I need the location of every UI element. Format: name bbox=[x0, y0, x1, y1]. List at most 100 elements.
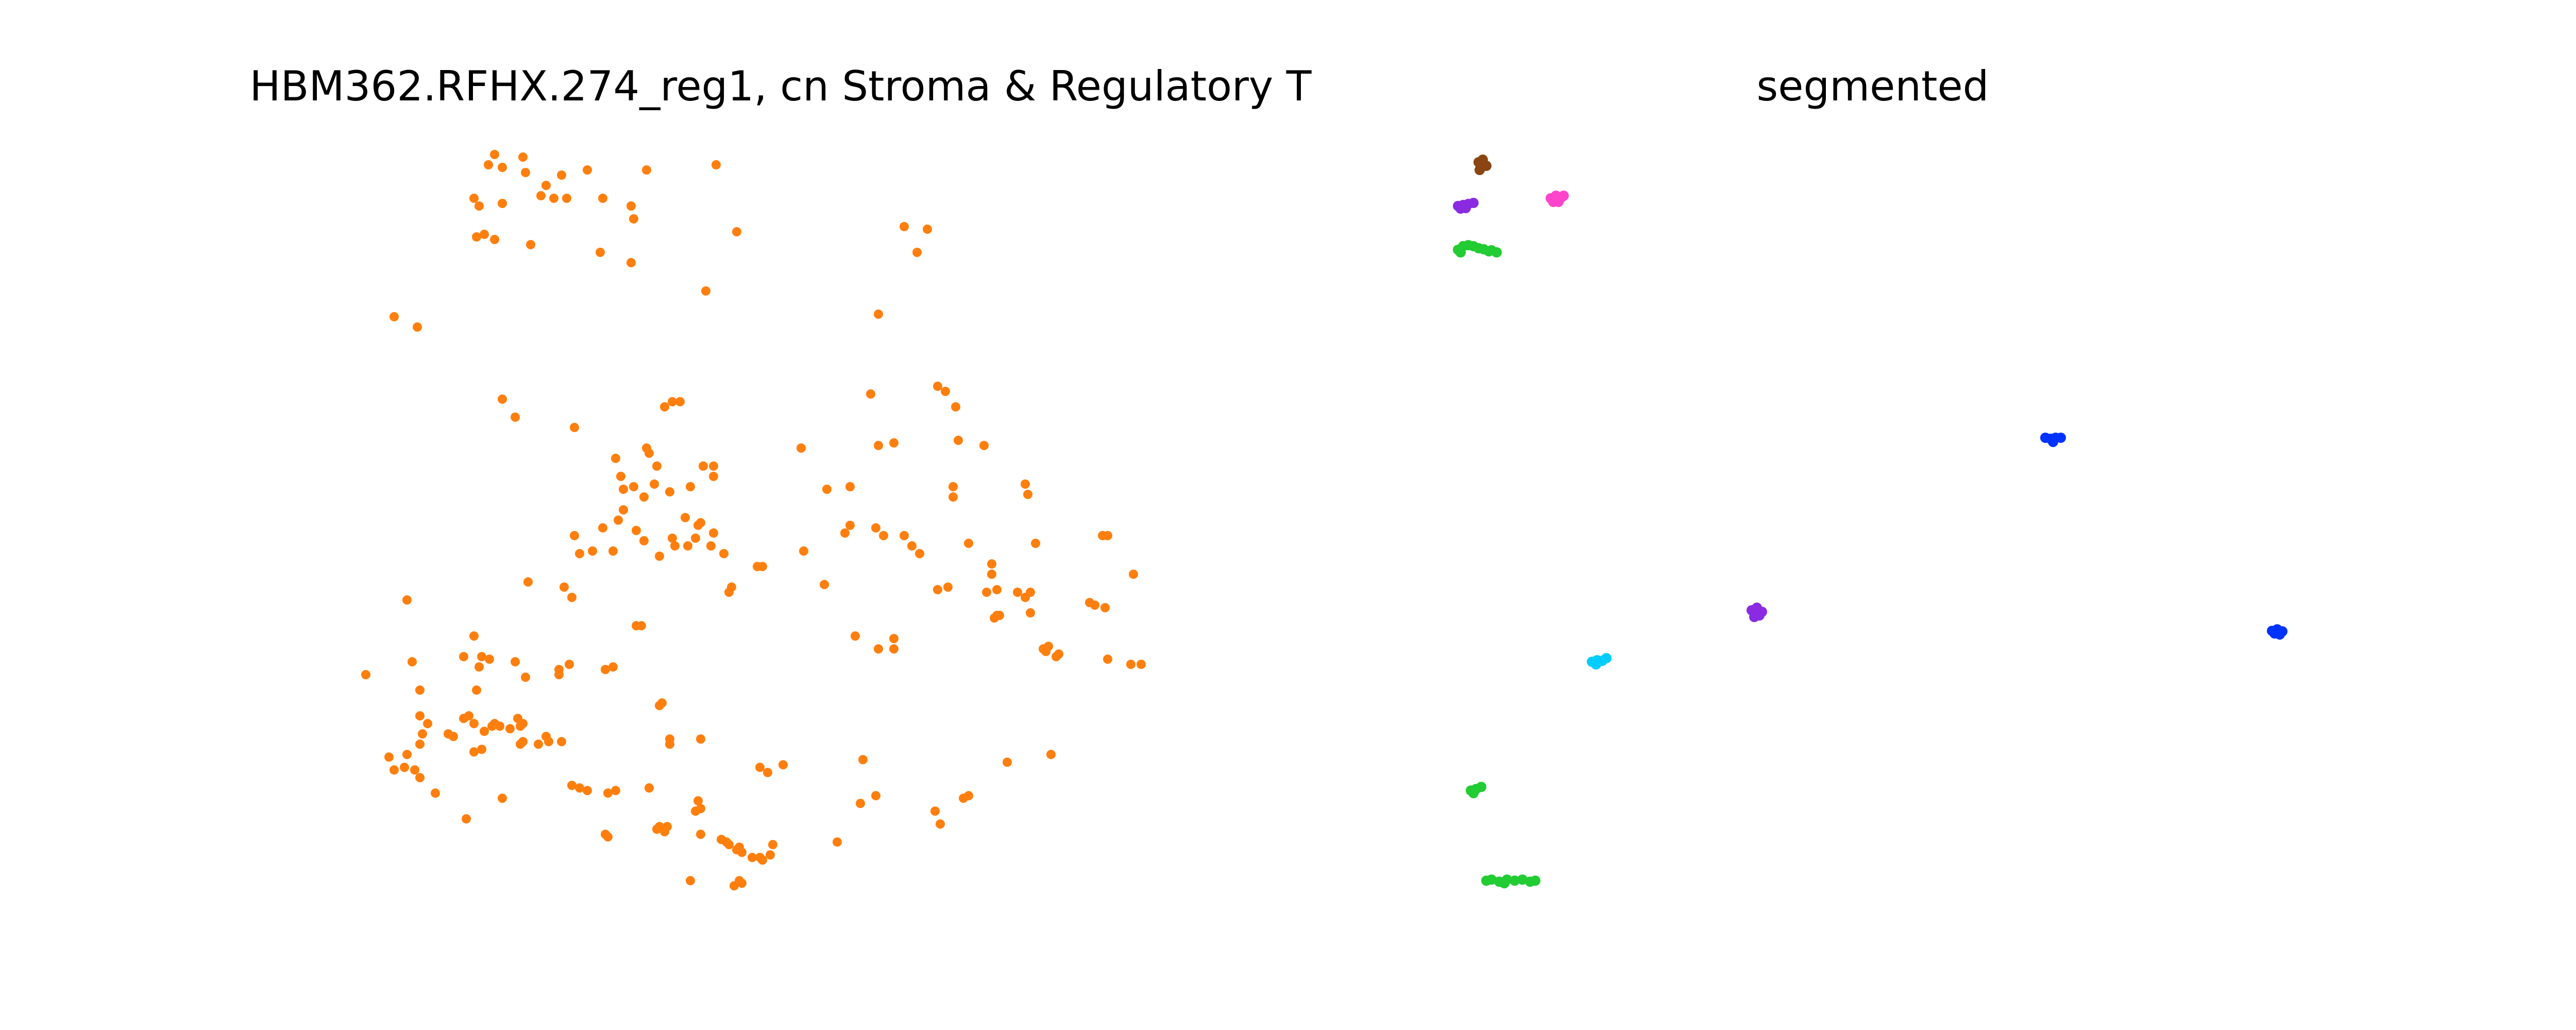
orange-cell-point bbox=[588, 546, 597, 556]
orange-cell-point bbox=[596, 248, 605, 257]
segment-6-point bbox=[1753, 608, 1763, 618]
orange-cell-point bbox=[472, 232, 481, 242]
orange-cell-point bbox=[469, 747, 479, 757]
segment-10-point bbox=[1499, 878, 1510, 888]
orange-cell-point bbox=[735, 843, 744, 852]
orange-cell-point bbox=[755, 763, 765, 772]
orange-cell-point bbox=[498, 794, 507, 803]
orange-cell-point bbox=[696, 734, 705, 744]
orange-cell-point bbox=[410, 765, 419, 775]
orange-cell-point bbox=[619, 485, 628, 494]
orange-cell-point bbox=[544, 737, 553, 746]
orange-cell-point bbox=[536, 191, 546, 200]
orange-cell-point bbox=[583, 165, 592, 175]
orange-cell-point bbox=[498, 199, 507, 208]
orange-cell-point bbox=[554, 670, 564, 679]
segment-10-point bbox=[1486, 874, 1497, 885]
orange-cell-point bbox=[982, 588, 991, 597]
orange-cell-point bbox=[598, 523, 607, 533]
orange-cell-point bbox=[521, 673, 530, 682]
orange-cell-point bbox=[748, 853, 757, 862]
orange-cell-point bbox=[727, 582, 736, 592]
segment-2-point bbox=[1558, 191, 1569, 201]
orange-cell-point bbox=[567, 781, 577, 790]
orange-cell-point bbox=[851, 631, 860, 641]
orange-cell-point bbox=[845, 482, 855, 491]
orange-cell-point bbox=[964, 539, 973, 548]
orange-cell-point bbox=[639, 536, 649, 545]
orange-cell-point bbox=[900, 531, 909, 540]
orange-cell-point bbox=[402, 750, 412, 759]
orange-cell-point bbox=[484, 160, 493, 169]
orange-cell-point bbox=[557, 170, 566, 180]
orange-cell-point bbox=[874, 310, 883, 319]
orange-cell-point bbox=[642, 165, 651, 175]
orange-cell-point bbox=[871, 791, 880, 800]
orange-cell-point bbox=[1046, 750, 1056, 759]
orange-cell-point bbox=[480, 230, 489, 239]
orange-cell-point bbox=[681, 513, 690, 522]
segment-3-point bbox=[1468, 198, 1479, 208]
orange-cell-point bbox=[900, 222, 909, 231]
orange-cell-point bbox=[668, 397, 677, 406]
orange-cell-point bbox=[951, 402, 960, 411]
orange-cell-point bbox=[1100, 603, 1110, 612]
orange-cell-point bbox=[820, 580, 829, 589]
orange-cell-point bbox=[614, 516, 623, 525]
orange-cell-point bbox=[758, 855, 767, 865]
orange-cell-point bbox=[822, 485, 832, 494]
segment-3-point bbox=[1455, 203, 1466, 214]
orange-cell-point bbox=[655, 552, 664, 561]
orange-cell-point bbox=[518, 737, 528, 746]
segment-7-point bbox=[2269, 628, 2280, 639]
orange-cell-point bbox=[724, 840, 734, 849]
orange-cell-point bbox=[845, 521, 855, 530]
orange-cell-point bbox=[936, 819, 945, 829]
orange-cell-point bbox=[637, 621, 646, 630]
segment-10-point bbox=[1510, 876, 1520, 886]
orange-cell-point bbox=[598, 194, 607, 203]
orange-cell-point bbox=[490, 719, 499, 728]
orange-cell-point bbox=[763, 768, 772, 777]
orange-cell-point bbox=[650, 479, 659, 489]
orange-cell-point bbox=[389, 765, 399, 775]
orange-cell-point bbox=[639, 492, 649, 502]
orange-cell-point bbox=[912, 248, 922, 257]
orange-cell-point bbox=[1126, 660, 1136, 669]
orange-cell-point bbox=[866, 389, 875, 399]
orange-cell-point bbox=[706, 541, 716, 551]
orange-cell-point bbox=[1137, 660, 1146, 669]
orange-cell-point bbox=[979, 441, 989, 450]
orange-cell-point bbox=[766, 850, 775, 860]
orange-cell-point bbox=[413, 322, 422, 332]
orange-cell-point bbox=[518, 719, 528, 728]
orange-cell-point bbox=[730, 881, 739, 890]
orange-cell-point bbox=[570, 531, 579, 540]
orange-cell-point bbox=[915, 549, 924, 558]
orange-cell-point bbox=[645, 449, 654, 458]
orange-cell-point bbox=[498, 163, 507, 172]
orange-cell-point bbox=[652, 825, 662, 834]
orange-cell-point bbox=[557, 737, 566, 746]
orange-cell-point bbox=[693, 521, 703, 530]
orange-cell-point bbox=[693, 796, 703, 805]
orange-cell-point bbox=[498, 394, 507, 404]
orange-cell-point bbox=[660, 402, 669, 411]
orange-cell-point bbox=[418, 729, 427, 739]
segment-5-point bbox=[2056, 433, 2066, 443]
orange-cell-point bbox=[505, 724, 515, 733]
orange-cell-point bbox=[511, 657, 520, 666]
orange-cell-point bbox=[480, 727, 489, 736]
orange-cell-point bbox=[629, 214, 638, 224]
orange-cell-point bbox=[384, 752, 394, 762]
orange-cell-point bbox=[477, 652, 486, 661]
orange-cell-point bbox=[874, 644, 883, 654]
orange-cell-point bbox=[415, 740, 425, 749]
orange-cell-point bbox=[1129, 570, 1138, 579]
orange-cell-point bbox=[858, 755, 868, 764]
orange-cell-point bbox=[665, 740, 674, 749]
orange-cell-point bbox=[737, 879, 747, 888]
orange-cell-point bbox=[611, 454, 620, 463]
orange-cell-point bbox=[549, 194, 558, 203]
orange-cell-point bbox=[1021, 479, 1030, 489]
